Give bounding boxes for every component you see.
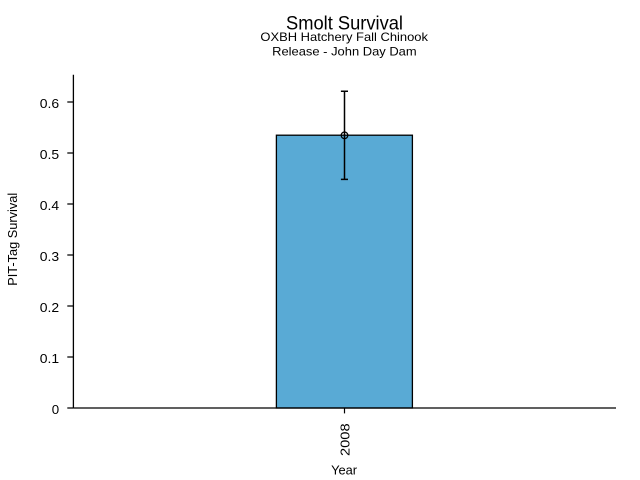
svg-text:0.5: 0.5 (40, 147, 59, 162)
svg-text:Release - John Day Dam: Release - John Day Dam (272, 44, 417, 58)
svg-text:0.1: 0.1 (40, 351, 59, 366)
svg-text:0.4: 0.4 (40, 198, 59, 213)
svg-text:0.3: 0.3 (40, 249, 59, 264)
svg-text:Year: Year (331, 462, 358, 477)
svg-text:PIT-Tag Survival: PIT-Tag Survival (5, 193, 20, 286)
svg-text:OXBH Hatchery Fall Chinook: OXBH Hatchery Fall Chinook (260, 30, 428, 44)
svg-text:2008: 2008 (337, 423, 352, 456)
svg-text:0.6: 0.6 (40, 96, 59, 111)
svg-text:Smolt Survival: Smolt Survival (286, 13, 403, 35)
svg-text:0: 0 (52, 402, 59, 417)
svg-text:0.2: 0.2 (40, 300, 59, 315)
